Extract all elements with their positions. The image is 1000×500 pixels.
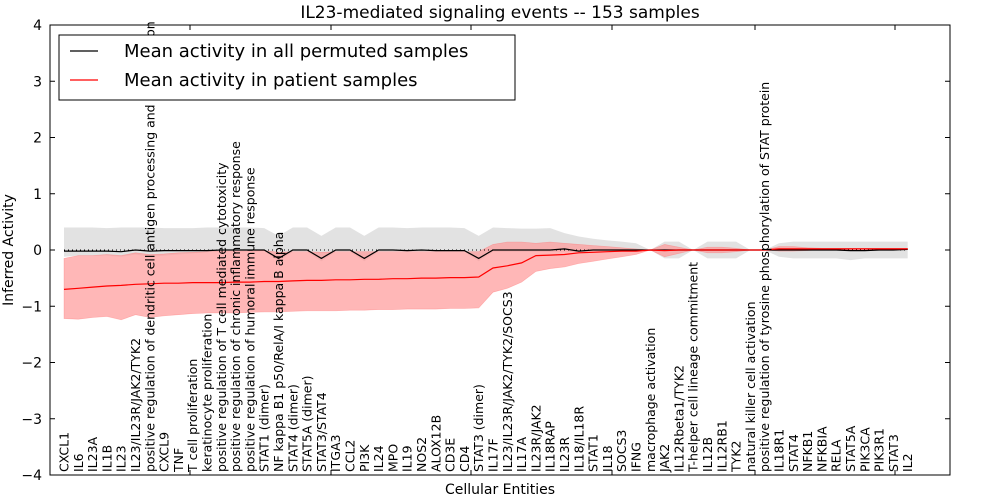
x-tick-label: STAT3 (dimer): [471, 384, 486, 472]
x-tick-label: IL6: [71, 453, 86, 472]
x-tick-label: PIK3CA: [857, 427, 872, 472]
x-tick-label: T-helper cell lineage commitment: [686, 262, 701, 473]
legend-label-permuted: Mean activity in all permuted samples: [124, 41, 468, 62]
x-tick-labels: CXCL1 IL6 IL23A IL1B IL23 IL23/IL23R/JAK2/TYK…: [57, 21, 916, 473]
x-tick-label: CXCL9: [157, 432, 172, 472]
chart-title: IL23-mediated signaling events -- 153 sa…: [300, 3, 700, 23]
x-tick-label: NFKB1: [800, 431, 815, 472]
x-tick-label: NOS2: [414, 437, 429, 472]
x-tick-label: keratinocyte proliferation: [200, 314, 215, 472]
lines-layer: [63, 248, 908, 290]
x-tick-label: IL23R: [557, 436, 572, 472]
x-tick-label: TYK2: [729, 441, 744, 473]
x-tick-label: CXCL1: [57, 432, 72, 472]
x-tick-label: T cell proliferation: [185, 359, 200, 473]
legend: Mean activity in all permuted samples Me…: [58, 34, 516, 101]
x-tick-label: IL1B: [99, 445, 114, 472]
x-tick-label: natural killer cell activation: [743, 301, 758, 472]
x-tick-label: IL23R/JAK2: [528, 404, 543, 472]
x-tick-label: STAT5A (dimer): [300, 376, 315, 472]
y-tick-label: 3: [33, 74, 42, 90]
x-tick-label: TNF: [171, 448, 186, 473]
y-tick-label: −2: [21, 356, 42, 372]
x-tick-label: IL23: [114, 445, 129, 472]
x-tick-label: IL23/IL23R/JAK2/TYK2: [128, 338, 143, 472]
x-tick-label: STAT5A: [843, 425, 858, 472]
x-tick-label: STAT4: [786, 434, 801, 472]
x-tick-label: positive regulation of dendritic cell an…: [142, 21, 157, 472]
x-tick-label: IL19: [400, 445, 415, 472]
x-tick-label: IL17A: [514, 436, 529, 472]
x-tick-label: IL18RAP: [543, 421, 558, 472]
legend-box: [58, 34, 516, 101]
x-tick-label: macrophage activation: [643, 328, 658, 472]
y-tick-label: −1: [21, 299, 42, 315]
x-tick-label: RELA: [829, 439, 844, 472]
x-tick-label: ITGA3: [328, 434, 343, 472]
x-tick-label: IL2: [900, 453, 915, 472]
y-tick-label: 4: [33, 18, 42, 34]
x-tick-label: IL18R1: [772, 429, 787, 472]
x-tick-label: NFKBIA: [814, 426, 829, 472]
x-ticks: [189, 25, 896, 475]
x-tick-label: CD4: [457, 446, 472, 472]
y-tick-label: −3: [21, 412, 42, 428]
y-axis: 4 3 2 1 0 −1 −2 −3 −4: [21, 18, 950, 484]
x-tick-label: IL23/IL23R/JAK2/TYK2/SOCS3: [500, 291, 515, 472]
bands-layer: [63, 227, 908, 321]
x-tick-label: SOCS3: [614, 430, 629, 472]
x-tick-label: IL24: [371, 445, 386, 472]
x-axis-label: Cellular Entities: [445, 482, 555, 498]
x-tick-label: IL12RB1: [714, 420, 729, 472]
y-tick-label: −4: [21, 468, 42, 484]
x-tick-label: IL18: [600, 445, 615, 472]
x-tick-label: IL23A: [85, 436, 100, 472]
x-tick-label: CD3E: [443, 438, 458, 472]
plot-frame: [49, 24, 951, 476]
y-tick-label: 1: [33, 187, 42, 203]
x-tick-label: IFNG: [629, 442, 644, 472]
x-tick-label: CCL2: [343, 440, 358, 472]
x-tick-label: IL17F: [486, 438, 501, 472]
x-tick-label: MPO: [385, 444, 400, 472]
x-tick-label: positive regulation of chronic inflammat…: [228, 141, 243, 472]
x-tick-label: IL12Rbeta1/TYK2: [671, 365, 686, 472]
x-tick-label: ALOX12B: [428, 415, 443, 472]
x-tick-label: STAT3/STAT4: [314, 392, 329, 472]
patient-mean-line: [63, 248, 908, 290]
y-tick-label: 0: [33, 243, 42, 259]
x-tick-label: PIK3R1: [872, 428, 887, 472]
x-tick-label: PI3K: [357, 444, 372, 472]
x-tick-label: IL18/IL18R: [571, 406, 586, 472]
x-tick-label: STAT3: [886, 434, 901, 472]
x-tick-label: JAK2: [657, 444, 672, 473]
x-tick-label: positive regulation of T cell mediated c…: [214, 162, 229, 472]
x-tick-label: IL12B: [700, 437, 715, 472]
x-tick-label: STAT1: [586, 434, 601, 472]
x-tick-label: positive regulation of tyrosine phosphor…: [757, 82, 772, 472]
x-tick-label: STAT4 (dimer): [285, 384, 300, 472]
y-axis-label: Inferred Activity: [1, 194, 17, 306]
x-tick-label: NF kappa B1 p50/RelA/I kappa B alpha: [271, 232, 286, 472]
y-tick-label: 2: [33, 131, 42, 147]
x-tick-label: positive regulation of humoral immune re…: [242, 167, 257, 472]
x-tick-label: STAT1 (dimer): [257, 384, 272, 472]
legend-label-patient: Mean activity in patient samples: [124, 70, 418, 91]
